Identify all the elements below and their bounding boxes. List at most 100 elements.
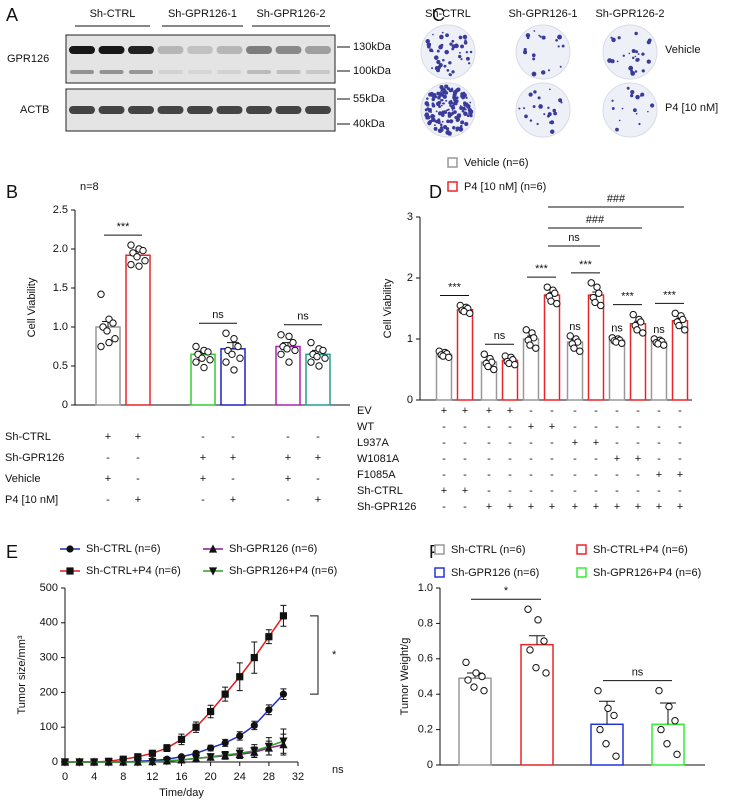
significance: ***	[535, 263, 549, 275]
condition-mark: +	[105, 431, 111, 443]
data-point	[524, 605, 532, 613]
condition-mark: -	[594, 453, 598, 465]
marker	[163, 744, 171, 752]
marker	[90, 758, 99, 767]
marker	[265, 633, 273, 641]
colony	[458, 54, 462, 59]
bar	[650, 341, 668, 401]
y-tick-label: 0	[427, 759, 433, 771]
condition-mark: -	[442, 421, 446, 433]
colony	[464, 108, 467, 111]
colony	[464, 121, 469, 127]
condition-mark: -	[529, 405, 533, 417]
colony	[449, 42, 453, 46]
colony	[461, 109, 465, 113]
condition-mark: +	[635, 501, 641, 513]
colony	[431, 97, 436, 102]
y-tick-label: 2.5	[53, 204, 68, 216]
condition-mark: +	[135, 494, 141, 506]
marker-label: 100kDa	[353, 65, 392, 77]
colony	[428, 108, 432, 112]
colony	[444, 49, 449, 55]
colony	[626, 86, 630, 90]
condition-mark: +	[507, 405, 513, 417]
marker	[119, 758, 128, 767]
colony	[433, 126, 438, 131]
colony	[465, 96, 468, 99]
colony	[451, 87, 454, 90]
condition-mark: -	[573, 485, 577, 497]
data-point	[675, 321, 683, 330]
colony	[465, 51, 469, 54]
data-point	[633, 326, 641, 334]
colony	[451, 70, 455, 74]
colony	[523, 47, 527, 52]
condition-mark: -	[231, 473, 235, 485]
column-label: Sh-GPR126-2	[595, 8, 664, 20]
blot-band	[69, 106, 95, 114]
data-point	[663, 740, 671, 748]
condition-mark: +	[635, 453, 641, 465]
colony	[646, 59, 651, 64]
blot-band	[99, 70, 124, 74]
legend-label: Sh-GPR126 (n=6)	[451, 567, 539, 579]
condition-label: P4 [10 nM]	[5, 494, 58, 506]
condition-mark: -	[678, 421, 682, 433]
data-point	[321, 354, 329, 362]
data-point	[532, 344, 540, 352]
condition-mark: +	[462, 405, 468, 417]
blot-band	[128, 106, 154, 114]
data-point	[466, 309, 474, 318]
marker-label: 40kDa	[353, 118, 386, 130]
data-point	[111, 335, 119, 343]
colony	[426, 97, 429, 100]
blot-band	[216, 46, 243, 54]
data-point	[472, 669, 480, 677]
data-point	[540, 637, 548, 645]
colony	[450, 105, 455, 110]
data-point	[222, 358, 230, 366]
data-point	[526, 341, 534, 349]
colony	[460, 58, 463, 61]
data-point	[315, 362, 323, 370]
significance: ns	[494, 330, 506, 342]
data-point	[277, 331, 285, 339]
data-point	[192, 342, 200, 351]
data-point	[484, 362, 492, 371]
colony	[458, 35, 463, 40]
data-point	[570, 344, 578, 352]
condition-mark: -	[442, 469, 446, 481]
condition-mark: -	[594, 485, 598, 497]
data-point	[566, 332, 574, 340]
data-point	[228, 350, 236, 358]
colony	[453, 89, 458, 94]
bar	[458, 677, 492, 766]
colony	[445, 99, 448, 102]
marker	[265, 706, 273, 714]
condition-mark: +	[486, 501, 492, 513]
colony	[549, 88, 551, 91]
condition-label: Sh-CTRL	[357, 485, 403, 497]
condition-mark: +	[593, 437, 599, 449]
condition-mark: +	[486, 405, 492, 417]
colony	[427, 121, 432, 126]
colony	[634, 70, 638, 73]
data-point	[200, 363, 208, 372]
colony	[634, 31, 638, 36]
condition-mark: -	[487, 485, 491, 497]
row-label: P4 [10 nM]	[665, 102, 718, 114]
condition-mark: -	[678, 453, 682, 465]
colony	[533, 30, 536, 32]
blot-band	[246, 106, 272, 114]
colony	[646, 40, 651, 45]
colony	[463, 40, 468, 45]
colony	[466, 104, 471, 109]
condition-mark: -	[508, 469, 512, 481]
colony	[452, 97, 457, 102]
y-tick-label: 1.0	[53, 321, 68, 333]
colony	[455, 96, 459, 100]
condition-mark: -	[106, 494, 110, 506]
legend-label: Sh-GPR126 (n=6)	[229, 543, 317, 555]
condition-mark: -	[442, 501, 446, 513]
